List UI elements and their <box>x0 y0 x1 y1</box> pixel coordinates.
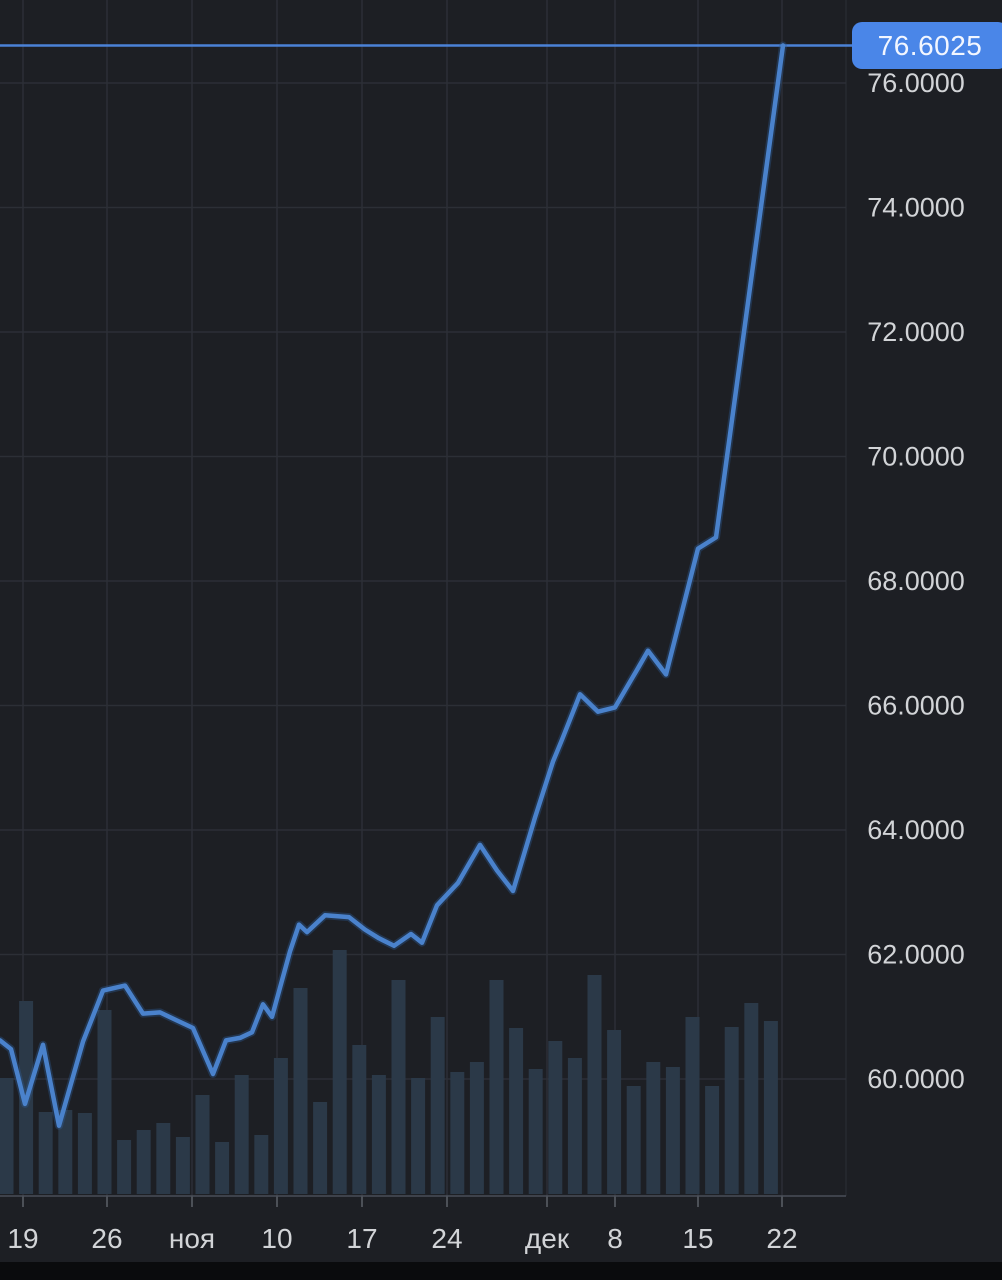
y-axis-label: 66.0000 <box>867 691 965 721</box>
volume-bar <box>391 980 406 1194</box>
volume-bar <box>293 988 308 1194</box>
volume-bar <box>469 1062 484 1194</box>
volume-bar <box>273 1058 288 1194</box>
volume-bar <box>313 1102 328 1194</box>
volume-bar <box>58 1110 73 1194</box>
volume-bar <box>430 1017 445 1194</box>
volume-bar <box>607 1030 622 1194</box>
x-axis-label: 24 <box>431 1223 462 1254</box>
x-axis-label: 22 <box>766 1223 797 1254</box>
volume-bar <box>352 1045 367 1194</box>
volume-bar <box>626 1086 641 1194</box>
y-axis-label: 70.0000 <box>867 442 965 472</box>
volume-bar <box>646 1062 661 1194</box>
y-axis-label: 72.0000 <box>867 317 965 347</box>
y-axis-label: 60.0000 <box>867 1064 965 1094</box>
volume-bar <box>450 1072 465 1194</box>
x-axis-label: 19 <box>7 1223 38 1254</box>
y-axis-label: 62.0000 <box>867 940 965 970</box>
y-axis-label: 76.0000 <box>867 68 965 98</box>
current-price-value: 76.6025 <box>877 29 983 61</box>
volume-bar <box>665 1067 680 1194</box>
volume-bar <box>195 1095 210 1194</box>
volume-bar <box>528 1069 543 1194</box>
volume-bar <box>97 1010 112 1194</box>
volume-bar <box>587 975 602 1194</box>
price-series-line <box>0 43 786 1128</box>
volume-bar <box>411 1078 426 1194</box>
volume-bar <box>685 1017 700 1194</box>
volume-bar <box>0 1078 14 1194</box>
volume-bar <box>763 1021 778 1194</box>
volume-bar <box>705 1086 720 1194</box>
y-axis-label: 74.0000 <box>867 193 965 223</box>
volume-bar <box>332 950 347 1194</box>
home-indicator-area <box>0 1262 1002 1280</box>
volume-bar <box>548 1041 563 1194</box>
volume-bar <box>509 1028 524 1194</box>
y-axis-label: 68.0000 <box>867 566 965 596</box>
volume-bar <box>38 1112 53 1194</box>
x-axis-label: 10 <box>261 1223 292 1254</box>
volume-bar <box>117 1140 132 1194</box>
volume-bar <box>215 1142 230 1194</box>
volume-bar <box>567 1058 582 1194</box>
volume-bar <box>156 1123 171 1194</box>
current-price-badge: 76.6025 <box>852 22 1002 69</box>
volume-bar <box>175 1137 190 1194</box>
volume-bar <box>77 1113 92 1194</box>
x-axis-label: 17 <box>346 1223 377 1254</box>
volume-bar <box>371 1075 386 1194</box>
volume-bar <box>136 1130 151 1194</box>
volume-bar <box>234 1075 249 1194</box>
x-axis-label: 15 <box>682 1223 713 1254</box>
volume-bar <box>254 1135 269 1194</box>
x-axis-label: дек <box>525 1223 570 1254</box>
x-axis-label: ноя <box>169 1223 215 1254</box>
volume-bar <box>724 1027 739 1194</box>
x-axis-label: 26 <box>91 1223 122 1254</box>
y-axis-label: 64.0000 <box>867 815 965 845</box>
volume-bar <box>744 1003 759 1194</box>
x-axis-label: 8 <box>607 1223 623 1254</box>
volume-bar <box>489 980 504 1194</box>
